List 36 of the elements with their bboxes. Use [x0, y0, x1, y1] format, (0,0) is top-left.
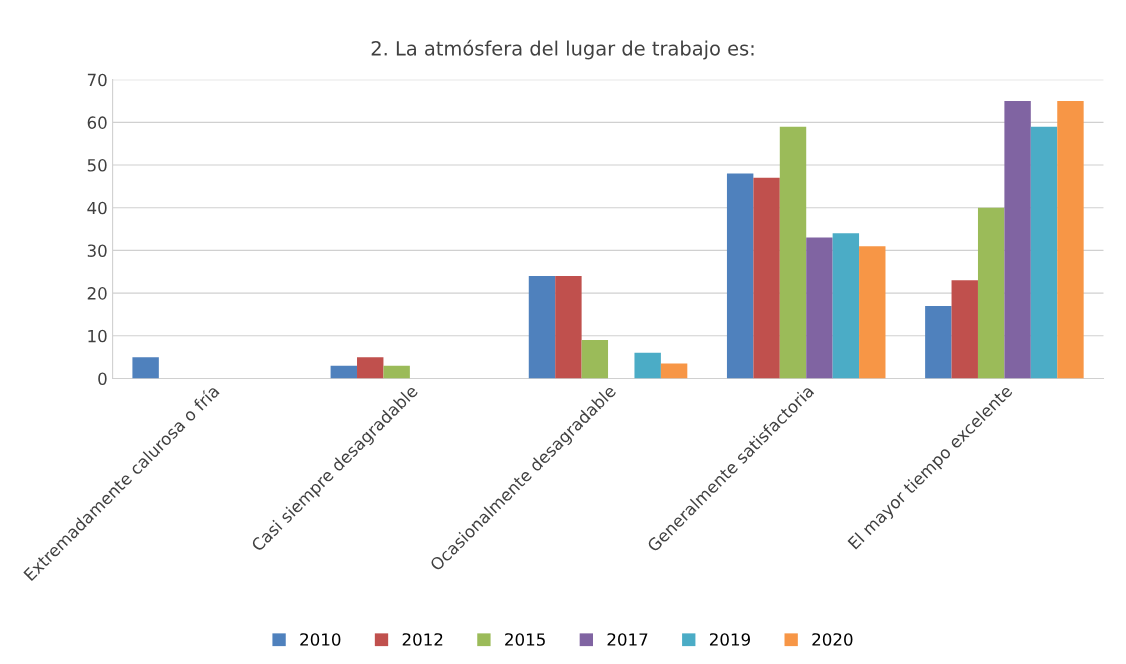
y-tick-label: 50 [87, 159, 107, 172]
chart-title: 2. La atmósfera del lugar de trabajo es: [371, 39, 754, 60]
bar [555, 276, 582, 379]
bar [925, 305, 952, 379]
bar [330, 365, 358, 379]
bar [581, 340, 609, 379]
legend-label: 2017 [607, 633, 648, 646]
y-tick-label: 20 [87, 287, 107, 300]
legend-label: 2019 [709, 633, 750, 646]
y-tick-label: 30 [87, 244, 107, 257]
legend-label: 2012 [402, 633, 443, 646]
bar [977, 207, 1005, 379]
bar [1030, 126, 1058, 379]
y-tick-label: 0 [98, 372, 107, 386]
bar [528, 276, 556, 379]
legend-label: 2020 [812, 633, 853, 646]
bar [634, 352, 661, 379]
legend-label: 2015 [505, 633, 545, 646]
y-tick-label: 10 [88, 329, 107, 343]
bar [132, 357, 159, 379]
bar [1057, 101, 1084, 379]
bar [357, 357, 384, 379]
bar [726, 173, 754, 379]
y-tick-label: 40 [87, 201, 107, 215]
bar [660, 363, 688, 379]
bar [779, 126, 807, 379]
legend-label: 2010 [300, 633, 341, 646]
bar [951, 280, 978, 379]
y-tick-label: 60 [87, 116, 107, 129]
bar [859, 246, 886, 379]
bar [806, 237, 833, 379]
bar [1004, 101, 1031, 379]
bar [383, 365, 410, 379]
bar [832, 233, 860, 379]
bar [753, 177, 780, 379]
y-tick-label: 70 [87, 73, 107, 87]
